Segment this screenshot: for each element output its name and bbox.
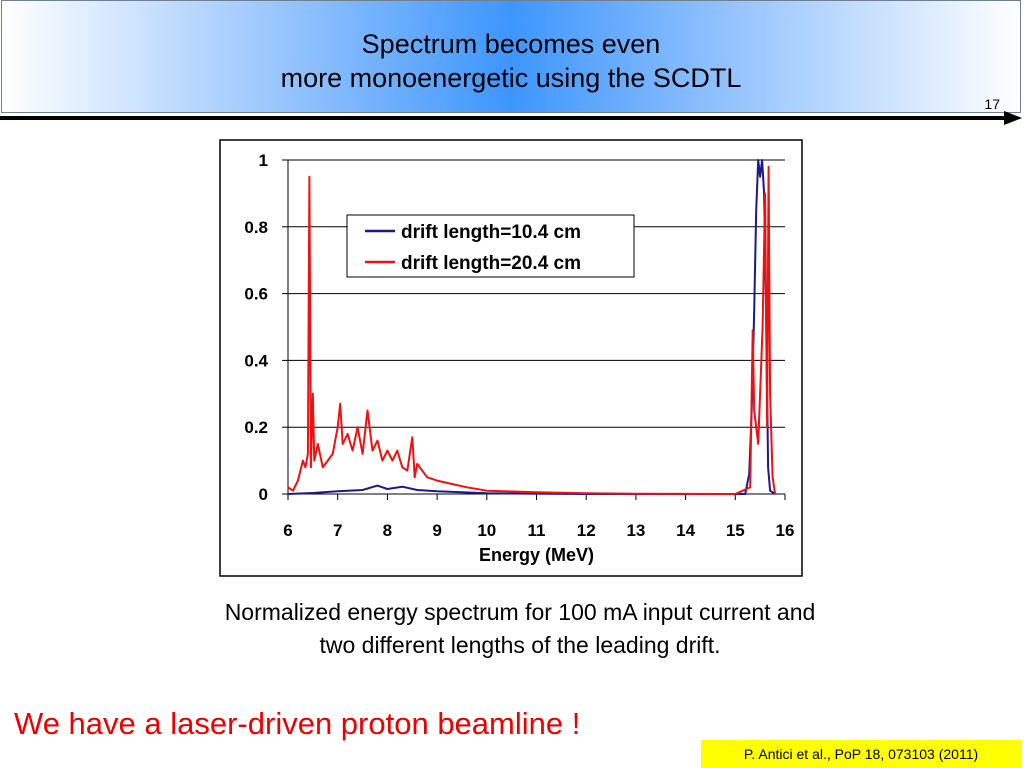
legend-label: drift length=10.4 cm: [401, 222, 581, 243]
legend: drift length=10.4 cm drift length=20.4 cm: [346, 214, 635, 278]
y-tick-label: 0.2: [244, 418, 268, 437]
tagline: We have a laser-driven proton beamline !: [14, 706, 581, 741]
x-tick-label: 9: [432, 521, 441, 540]
y-tick-label: 0: [259, 485, 268, 504]
x-tick-label: 6: [283, 521, 292, 540]
caption-line-2: two different lengths of the leading dri…: [319, 632, 721, 658]
slide-title-line-2: more monoenergetic using the SCDTL: [280, 63, 742, 93]
figure-caption: Normalized energy spectrum for 100 mA in…: [0, 596, 1024, 662]
legend-label: drift length=20.4 cm: [401, 253, 581, 274]
chart-frame: [219, 139, 803, 577]
caption-line-1: Normalized energy spectrum for 100 mA in…: [224, 599, 816, 625]
x-tick-label: 13: [626, 521, 645, 540]
x-tick-label: 8: [383, 521, 392, 540]
x-tick-label: 14: [676, 521, 695, 540]
slide-title: Spectrum becomes even more monoenergetic…: [2, 27, 1020, 95]
x-tick-label: 15: [726, 521, 745, 540]
title-banner: Spectrum becomes even more monoenergetic…: [1, 0, 1021, 113]
legend-box: [346, 214, 635, 278]
slide-title-line-1: Spectrum becomes even: [361, 29, 661, 59]
series-line-2: [287, 165, 777, 495]
x-axis-title: Energy (MeV): [479, 545, 594, 565]
x-tick-label: 7: [333, 521, 342, 540]
citation-box: P. Antici et al., PoP 18, 073103 (2011): [701, 740, 1021, 768]
x-tick-label: 11: [528, 521, 546, 540]
x-tick-label: 16: [776, 521, 795, 540]
axes: 00.20.40.60.816 7 8 9 10 11 12 13 14 15 16: [244, 151, 794, 540]
slide-number: 17: [984, 96, 1000, 112]
y-tick-label: 0.8: [244, 218, 268, 237]
energy-spectrum-chart: 00.20.40.60.816 7 8 9 10 11 12 13 14 15 16 drift l…: [219, 139, 803, 577]
x-tick-label: 12: [577, 521, 596, 540]
y-tick-label: 0.6: [244, 285, 268, 304]
series: [287, 159, 777, 495]
x-tick-label: 10: [477, 521, 496, 540]
header-arrow-rule: [0, 111, 1022, 125]
y-tick-label: 0.4: [244, 351, 268, 370]
y-tick-label: 1: [259, 151, 268, 170]
